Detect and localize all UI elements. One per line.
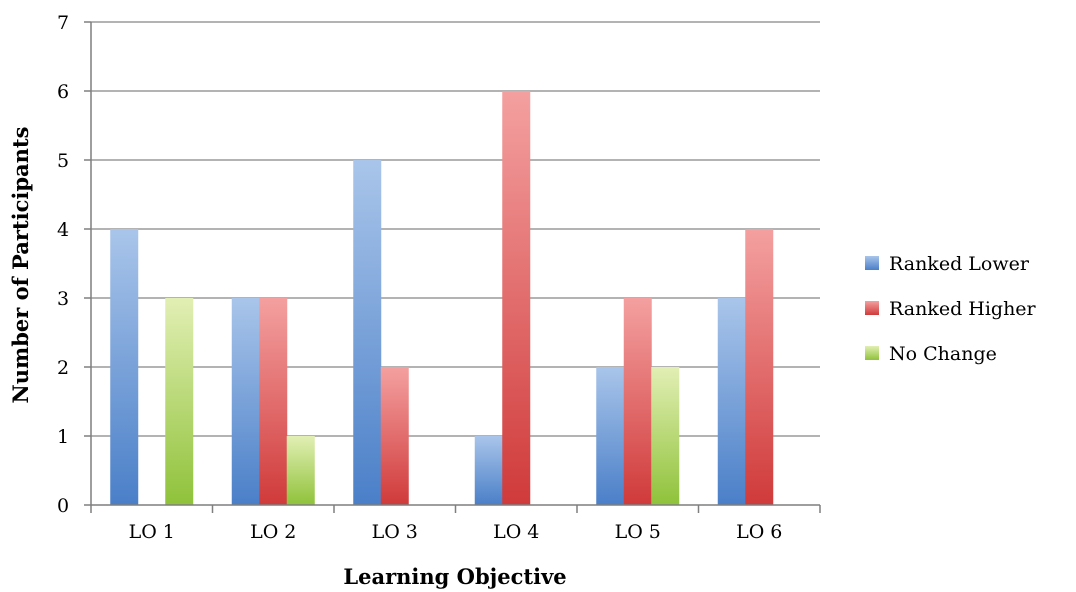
legend-label: Ranked Higher — [889, 298, 1037, 320]
legend-swatch — [865, 346, 879, 360]
y-tick-label: 1 — [57, 426, 69, 448]
x-tick-label: LO 4 — [493, 521, 539, 543]
legend-swatch — [865, 256, 879, 270]
x-tick-label: LO 6 — [736, 521, 782, 543]
bar-ranked-lower — [596, 367, 625, 505]
legend-label: No Change — [889, 343, 997, 365]
bar-ranked-lower — [110, 229, 139, 505]
legend: Ranked Lower Ranked Higher No Change — [865, 253, 1037, 365]
bar-ranked-higher — [745, 229, 774, 505]
legend-label: Ranked Lower — [889, 253, 1030, 275]
y-tick-label: 3 — [57, 288, 69, 310]
y-tick-label: 7 — [57, 12, 69, 34]
bar-ranked-lower — [353, 160, 382, 505]
bar-ranked-higher — [502, 91, 531, 505]
y-tick-label: 0 — [57, 495, 69, 517]
bar-ranked-higher — [380, 367, 409, 505]
y-axis-ticks: 0 1 2 3 4 5 6 7 — [57, 12, 91, 517]
y-tick-label: 2 — [57, 357, 69, 379]
bar-ranked-higher — [259, 298, 288, 505]
bar-no-change — [286, 436, 315, 505]
bar-ranked-lower — [231, 298, 260, 505]
bar-ranked-lower — [474, 436, 503, 505]
x-tick-label: LO 1 — [129, 521, 175, 543]
x-axis-title: Learning Objective — [343, 564, 566, 589]
bar-no-change — [165, 298, 194, 505]
x-tick-label: LO 2 — [250, 521, 296, 543]
x-tick-label: LO 5 — [615, 521, 661, 543]
y-tick-label: 5 — [57, 150, 69, 172]
y-tick-label: 4 — [57, 219, 69, 241]
y-axis-title: Number of Participants — [8, 127, 33, 404]
axes — [90, 22, 820, 506]
bar-ranked-higher — [623, 298, 652, 505]
x-tick-label: LO 3 — [372, 521, 418, 543]
bar-no-change — [651, 367, 680, 505]
x-axis-ticks: LO 1 LO 2 LO 3 LO 4 LO 5 LO 6 — [90, 505, 821, 543]
bars — [110, 91, 774, 505]
y-tick-label: 6 — [57, 81, 69, 103]
bar-ranked-lower — [717, 298, 746, 505]
gridlines — [91, 21, 820, 437]
legend-swatch — [865, 301, 879, 315]
